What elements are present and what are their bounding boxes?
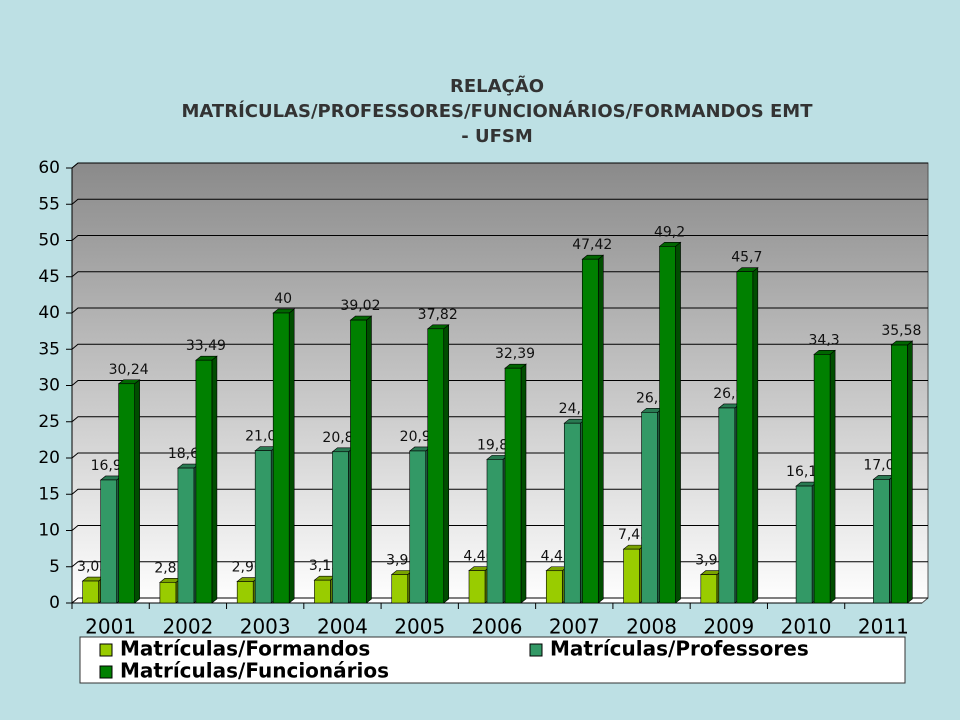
bar-side	[597, 254, 604, 604]
grid-line	[71, 271, 928, 278]
bar-side	[752, 267, 759, 604]
data-label: 39,02	[340, 298, 380, 314]
bar	[718, 407, 736, 604]
data-label: 49,2	[654, 224, 685, 240]
bar	[409, 450, 427, 604]
x-tick-label: 2007	[549, 615, 600, 639]
bar	[427, 328, 445, 604]
bar	[159, 582, 177, 604]
chart-title: RELAÇÃO	[450, 74, 544, 97]
bar	[314, 579, 331, 604]
legend-label: Matrículas/Funcionários	[120, 659, 389, 683]
data-label: 32,39	[495, 346, 535, 362]
legend-swatch	[99, 643, 113, 657]
bar-side	[211, 355, 218, 604]
grid-line	[71, 380, 928, 386]
x-tick-label: 2011	[858, 615, 909, 639]
bar-side	[366, 315, 372, 604]
grid-line	[71, 307, 928, 314]
x-tick-label: 2010	[781, 615, 832, 639]
bar-side	[520, 363, 527, 604]
bar-side	[443, 324, 450, 604]
bar-side	[829, 349, 836, 604]
y-tick-label: 45	[38, 267, 60, 287]
y-tick-label: 5	[49, 557, 60, 577]
grid-line	[71, 162, 928, 169]
bar	[891, 344, 908, 604]
y-tick-label: 35	[38, 339, 60, 359]
bar	[100, 479, 117, 604]
data-label: 35,58	[881, 323, 921, 339]
bar	[332, 451, 349, 604]
data-label: 37,82	[418, 307, 458, 323]
bar	[468, 570, 486, 604]
x-tick-label: 2006	[472, 615, 523, 639]
bar	[736, 271, 754, 604]
data-label: 40	[274, 291, 292, 307]
data-label: 34,3	[809, 332, 840, 348]
bar	[118, 383, 135, 604]
y-tick-label: 40	[38, 303, 60, 323]
grid-line	[71, 198, 928, 205]
chart-title: MATRÍCULAS/PROFESSORES/FUNCIONÁRIOS/FORM…	[181, 100, 813, 122]
legend-label: Matrículas/Professores	[550, 637, 809, 661]
chart-title: - UFSM	[461, 126, 533, 147]
bar	[254, 450, 272, 604]
bar	[350, 319, 367, 604]
bar	[236, 581, 254, 604]
bar	[563, 422, 581, 604]
bar	[659, 246, 676, 604]
bar	[545, 570, 563, 604]
bar	[177, 467, 195, 604]
data-label: 45,7	[731, 250, 762, 266]
y-tick-label: 60	[38, 158, 60, 178]
bar	[623, 548, 640, 604]
y-tick-label: 15	[38, 484, 60, 504]
data-label: 33,49	[186, 338, 226, 354]
legend-box	[79, 636, 906, 684]
x-tick-label: 2004	[317, 615, 368, 639]
bar-side	[288, 308, 295, 604]
legend-swatch	[99, 665, 113, 679]
y-tick-label: 25	[38, 412, 60, 432]
x-tick-label: 2001	[85, 615, 136, 639]
data-label: 47,42	[572, 237, 612, 253]
y-tick-label: 20	[38, 448, 60, 468]
legend-label: Matrículas/Formandos	[120, 637, 370, 661]
x-tick-label: 2002	[162, 615, 213, 639]
bar	[795, 485, 813, 604]
bar	[700, 574, 718, 604]
x-tick-label: 2009	[703, 615, 754, 639]
bar	[641, 412, 658, 604]
data-label: 30,24	[109, 362, 149, 378]
bar-side	[675, 241, 681, 604]
x-tick-label: 2008	[626, 615, 677, 639]
y-tick-label: 55	[38, 194, 60, 214]
bar	[504, 367, 522, 604]
bar	[486, 459, 504, 604]
grid-line	[71, 235, 928, 241]
y-tick-label: 50	[38, 231, 60, 251]
bar-side	[134, 379, 140, 604]
bar-side	[907, 340, 913, 604]
x-tick-label: 2005	[394, 615, 445, 639]
bar	[581, 258, 599, 604]
bar	[82, 580, 99, 604]
y-tick-label: 0	[49, 593, 60, 613]
grid-line	[71, 343, 928, 350]
y-tick-label: 30	[38, 376, 60, 396]
bar	[272, 312, 290, 604]
x-tick-label: 2003	[240, 615, 291, 639]
bar	[195, 359, 213, 604]
bar	[813, 354, 831, 604]
legend-swatch	[529, 643, 543, 657]
bar	[391, 574, 409, 604]
bar	[873, 479, 890, 604]
y-tick-label: 10	[38, 521, 60, 541]
